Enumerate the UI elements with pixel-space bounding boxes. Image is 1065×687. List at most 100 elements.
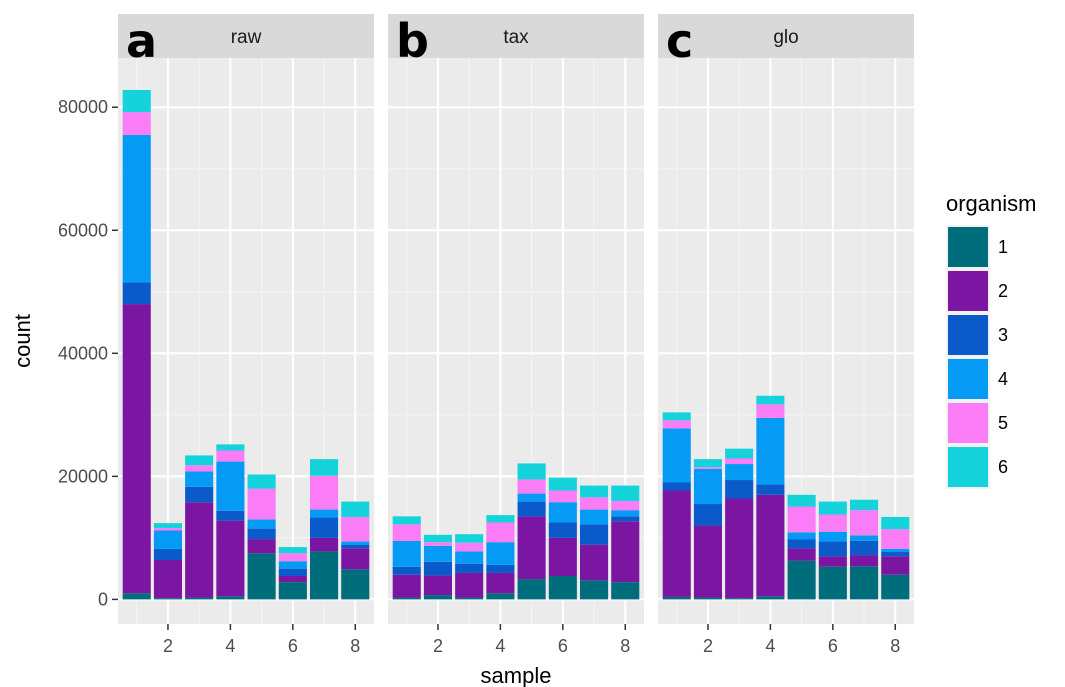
legend-title: organism — [946, 191, 1036, 216]
x-tick-label: 2 — [703, 636, 713, 656]
x-tick-label: 8 — [620, 636, 630, 656]
bar-segment-sample-7-organism-2 — [850, 555, 879, 567]
x-tick-label: 4 — [495, 636, 505, 656]
bar-segment-sample-1-organism-3 — [122, 282, 151, 305]
bar-segment-sample-1-organism-1 — [392, 597, 421, 600]
panels: raw a 2 4 6 8 tax b 2 4 6 8 glo c 2 4 6 8 — [118, 14, 914, 656]
y-tick-label: 80000 — [58, 97, 108, 117]
bar-segment-sample-2-organism-2 — [693, 525, 722, 598]
bar-segment-sample-3-organism-1 — [725, 598, 754, 600]
bar-segment-sample-5-organism-1 — [787, 560, 816, 600]
bar-segment-sample-2-organism-6 — [423, 534, 452, 543]
bar-segment-sample-6-organism-1 — [818, 566, 847, 600]
bar-segment-sample-3-organism-6 — [455, 534, 484, 543]
bar-segment-sample-5-organism-5 — [247, 488, 276, 520]
bar-segment-sample-8-organism-1 — [611, 582, 640, 600]
bar-segment-sample-4-organism-5 — [216, 450, 245, 462]
bar-segment-sample-2-organism-3 — [693, 504, 722, 526]
bar-segment-sample-1-organism-6 — [662, 412, 691, 421]
bar-segment-sample-8-organism-5 — [341, 516, 370, 542]
bar-segment-sample-2-organism-4 — [153, 530, 182, 549]
bar-segment-sample-5-organism-5 — [787, 506, 816, 533]
bar-segment-sample-6-organism-1 — [548, 576, 577, 600]
bar-segment-sample-7-organism-2 — [310, 537, 339, 552]
bar-segment-sample-4-organism-3 — [486, 564, 515, 573]
bar-segment-sample-2-organism-5 — [423, 542, 452, 546]
bar-segment-sample-5-organism-2 — [787, 548, 816, 561]
bar-segment-sample-8-organism-5 — [611, 500, 640, 511]
bar-segment-sample-2-organism-6 — [153, 523, 182, 529]
bar-segment-sample-3-organism-2 — [185, 502, 214, 598]
bar-segment-sample-5-organism-1 — [247, 553, 276, 600]
bar-segment-sample-6-organism-6 — [548, 477, 577, 491]
x-tick-label: 6 — [288, 636, 298, 656]
legend: organism 1 2 3 4 5 6 — [946, 191, 1036, 489]
bar-segment-sample-7-organism-1 — [310, 551, 339, 600]
y-axis-title: count — [10, 314, 35, 368]
bar-segment-sample-1-organism-5 — [662, 420, 691, 429]
bar-segment-sample-7-organism-2 — [580, 544, 609, 581]
strip-background — [658, 14, 914, 58]
bar-segment-sample-8-organism-2 — [341, 548, 370, 570]
bar-segment-sample-3-organism-2 — [725, 498, 754, 599]
legend-label-4: 4 — [998, 369, 1008, 389]
bar-segment-sample-3-organism-3 — [725, 480, 754, 499]
y-axis: 0 20000 40000 60000 80000 — [58, 97, 118, 609]
bar-segment-sample-7-organism-6 — [580, 485, 609, 498]
panel-letter: c — [666, 14, 693, 68]
bar-segment-sample-5-organism-6 — [787, 494, 816, 507]
bar-segment-sample-8-organism-6 — [611, 485, 640, 501]
bar-segment-sample-3-organism-1 — [185, 597, 214, 600]
panel-tax: tax b 2 4 6 8 — [388, 14, 644, 656]
bar-segment-sample-3-organism-3 — [455, 563, 484, 573]
bar-segment-sample-3-organism-5 — [185, 465, 214, 472]
bar-segment-sample-1-organism-3 — [662, 482, 691, 491]
bar-segment-sample-3-organism-6 — [185, 455, 214, 466]
strip-label: raw — [231, 27, 262, 48]
bar-segment-sample-7-organism-4 — [310, 509, 339, 518]
bar-segment-sample-7-organism-6 — [310, 459, 339, 476]
bar-segment-sample-6-organism-3 — [278, 568, 307, 577]
bar-segment-sample-4-organism-4 — [756, 417, 785, 485]
bar-segment-sample-3-organism-3 — [185, 486, 214, 503]
bar-segment-sample-5-organism-3 — [247, 528, 276, 540]
legend-swatch-2 — [948, 271, 988, 311]
bar-segment-sample-6-organism-4 — [278, 561, 307, 569]
bar-segment-sample-1-organism-5 — [122, 112, 151, 135]
bar-segment-sample-8-organism-6 — [341, 501, 370, 517]
bar-segment-sample-4-organism-1 — [486, 593, 515, 600]
legend-swatch-5 — [948, 403, 988, 443]
bar-segment-sample-2-organism-1 — [153, 598, 182, 600]
bar-segment-sample-4-organism-6 — [216, 444, 245, 451]
legend-label-5: 5 — [998, 413, 1008, 433]
bar-segment-sample-3-organism-5 — [455, 542, 484, 552]
bar-segment-sample-1-organism-2 — [662, 490, 691, 597]
bar-segment-sample-2-organism-1 — [693, 597, 722, 600]
bar-segment-sample-5-organism-5 — [517, 479, 546, 494]
bar-segment-sample-1-organism-2 — [392, 574, 421, 598]
legend-label-1: 1 — [998, 237, 1008, 257]
bar-segment-sample-7-organism-6 — [850, 499, 879, 511]
bar-segment-sample-6-organism-1 — [278, 582, 307, 600]
bar-segment-sample-6-organism-3 — [548, 522, 577, 538]
legend-label-3: 3 — [998, 325, 1008, 345]
x-tick-label: 2 — [433, 636, 443, 656]
bar-segment-sample-4-organism-5 — [486, 522, 515, 543]
bar-segment-sample-1-organism-6 — [122, 89, 151, 113]
bar-segment-sample-4-organism-5 — [756, 404, 785, 418]
bar-segment-sample-7-organism-1 — [580, 580, 609, 600]
bar-segment-sample-1-organism-5 — [392, 524, 421, 541]
bar-segment-sample-8-organism-4 — [341, 541, 370, 545]
bar-segment-sample-4-organism-3 — [756, 484, 785, 495]
strip-background — [388, 14, 644, 58]
bar-segment-sample-4-organism-2 — [486, 572, 515, 594]
bar-segment-sample-1-organism-4 — [122, 134, 151, 283]
y-tick-label: 40000 — [58, 343, 108, 363]
bar-segment-sample-7-organism-3 — [310, 517, 339, 538]
y-tick-label: 20000 — [58, 466, 108, 486]
bar-segment-sample-5-organism-3 — [517, 501, 546, 517]
bar-segment-sample-8-organism-6 — [881, 516, 910, 530]
bar-segment-sample-7-organism-4 — [850, 535, 879, 541]
bar-segment-sample-5-organism-3 — [787, 539, 816, 549]
